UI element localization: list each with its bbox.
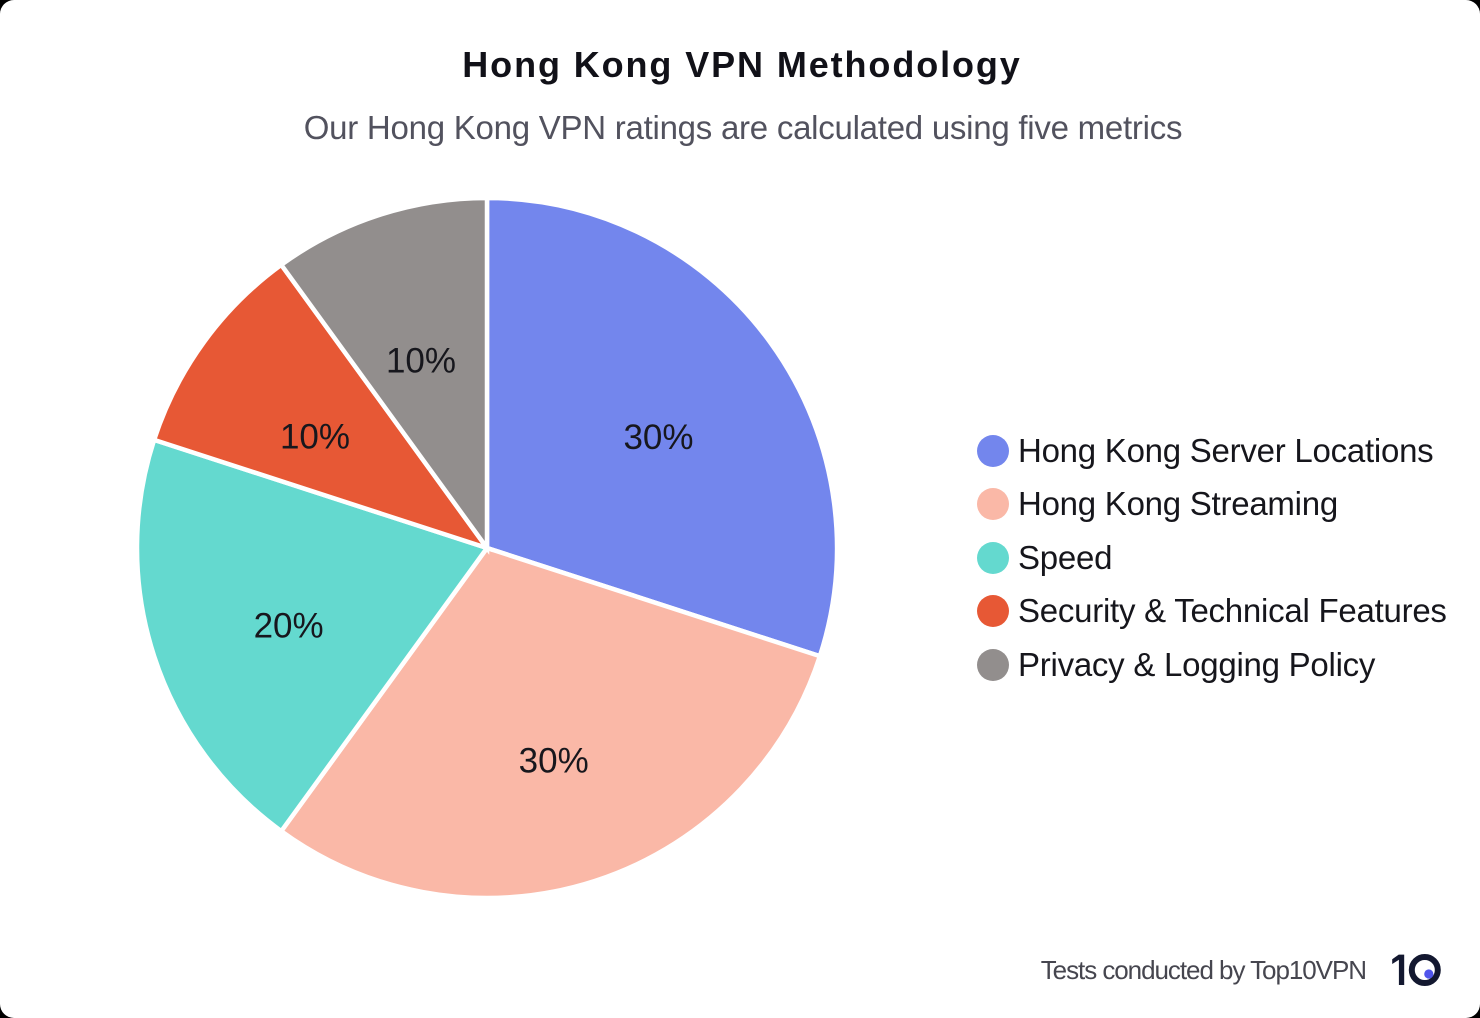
svg-text:10%: 10%: [280, 418, 350, 457]
svg-text:30%: 30%: [623, 418, 693, 457]
svg-text:10%: 10%: [386, 342, 456, 381]
svg-text:20%: 20%: [254, 606, 324, 645]
svg-text:30%: 30%: [519, 741, 589, 780]
